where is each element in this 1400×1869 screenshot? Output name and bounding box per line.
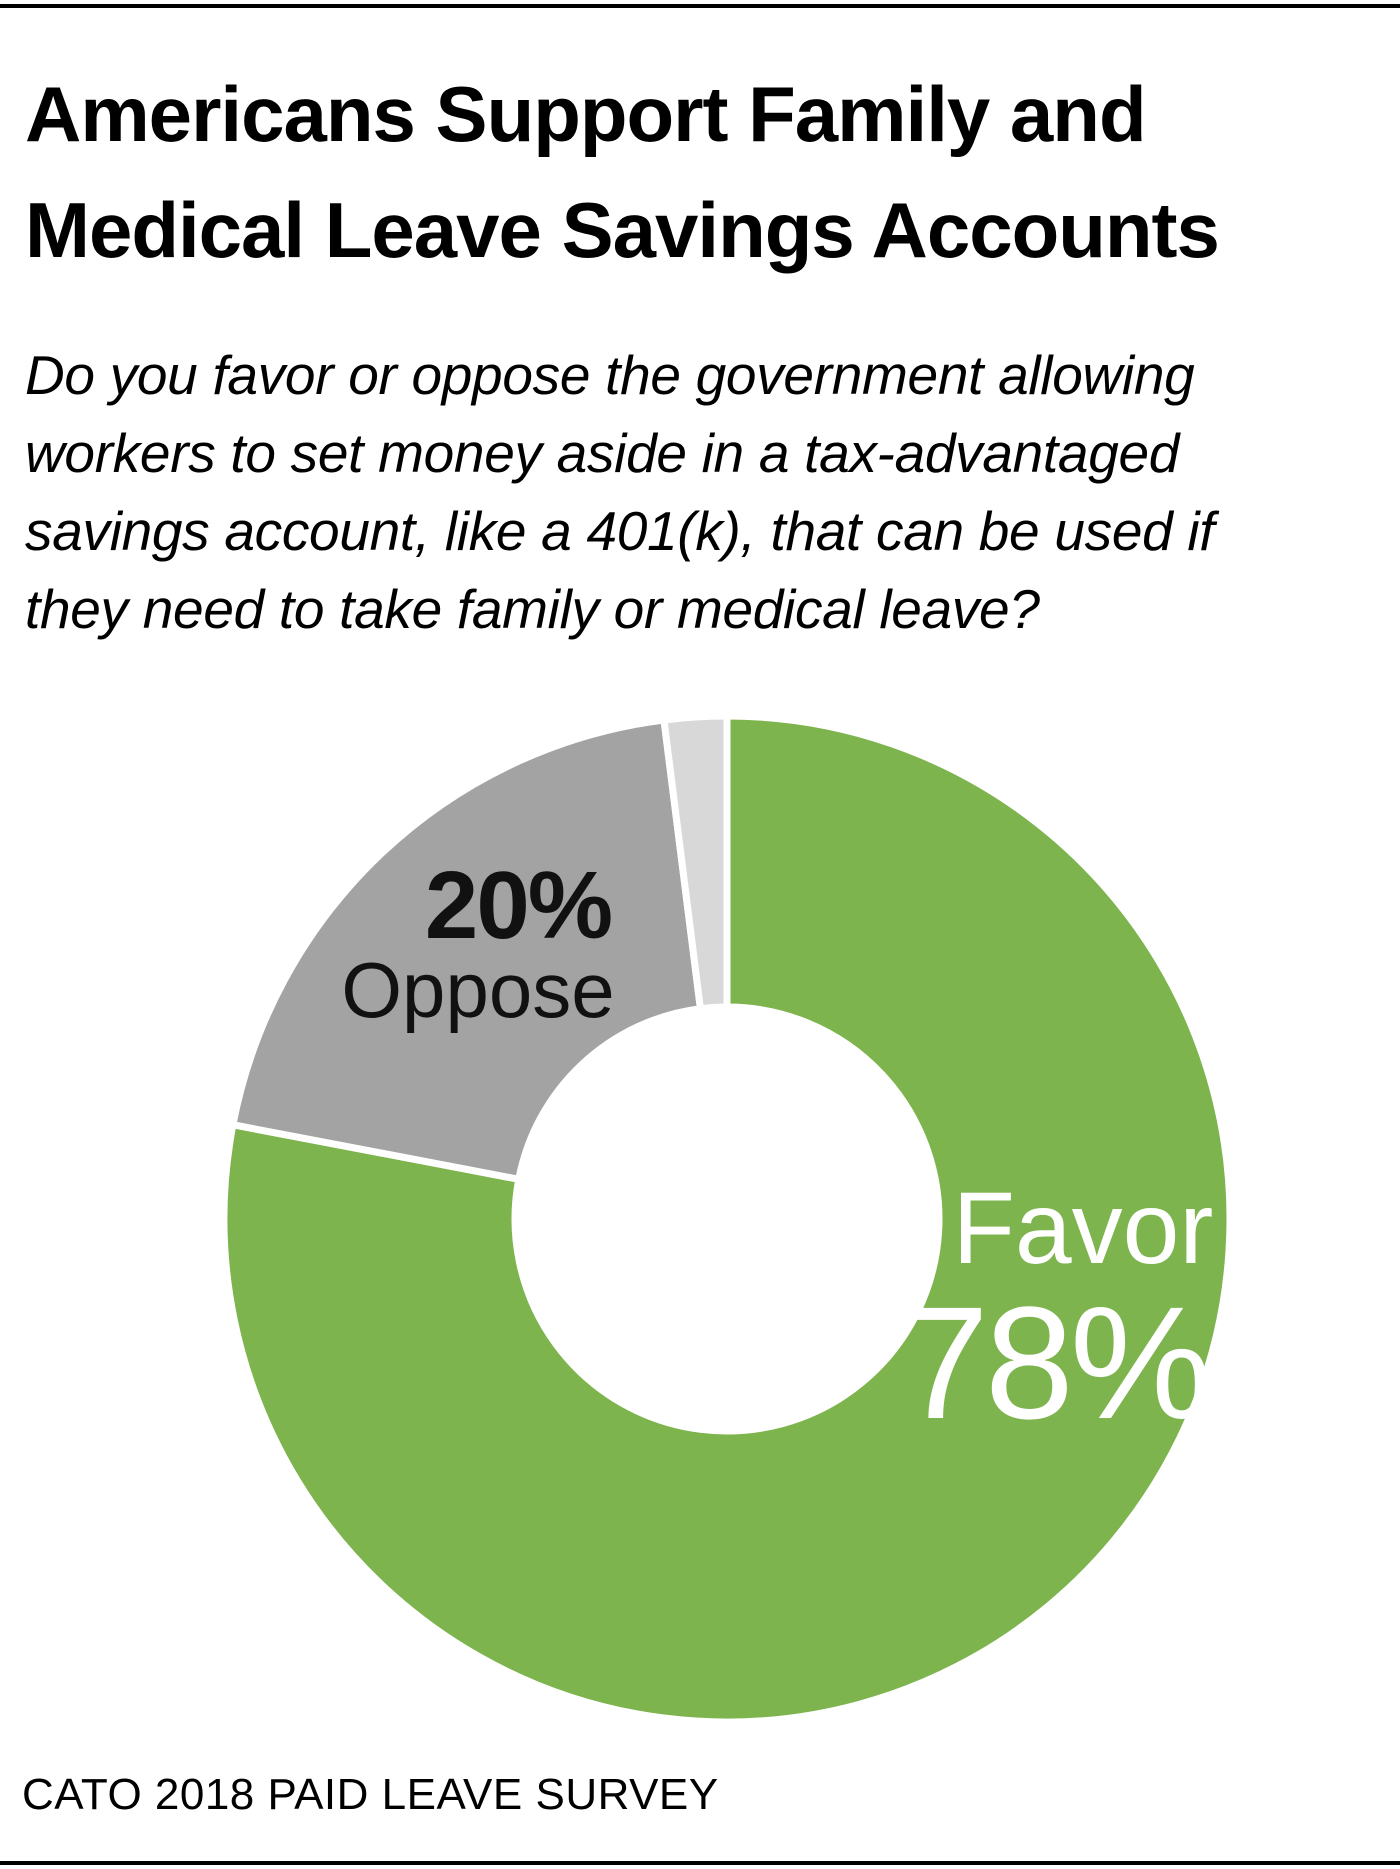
chart-title: Americans Support Family and Medical Lea…: [25, 56, 1385, 288]
oppose-category-label: Oppose: [341, 946, 614, 1034]
question-line-2: workers to set money aside in a tax-adva…: [25, 422, 1180, 484]
question-line-3: savings account, like a 401(k), that can…: [25, 500, 1215, 562]
bottom-rule: [0, 1861, 1400, 1865]
survey-question: Do you favor or oppose the government al…: [25, 336, 1385, 648]
slice-oppose: [228, 716, 705, 1184]
title-line-2: Medical Leave Savings Accounts: [25, 186, 1220, 274]
source-note: CATO 2018 PAID LEAVE SURVEY: [22, 1770, 719, 1819]
top-rule: [0, 4, 1400, 8]
question-line-4: they need to take family or medical leav…: [25, 578, 1040, 640]
favor-category-label: Favor: [953, 1171, 1214, 1285]
favor-value-label: 78%: [900, 1273, 1208, 1452]
title-line-1: Americans Support Family and: [25, 70, 1147, 158]
slice-favor: [220, 712, 1234, 1726]
slice-other: [660, 712, 731, 1013]
question-line-1: Do you favor or oppose the government al…: [25, 344, 1195, 406]
oppose-value-label: 20%: [425, 852, 611, 959]
